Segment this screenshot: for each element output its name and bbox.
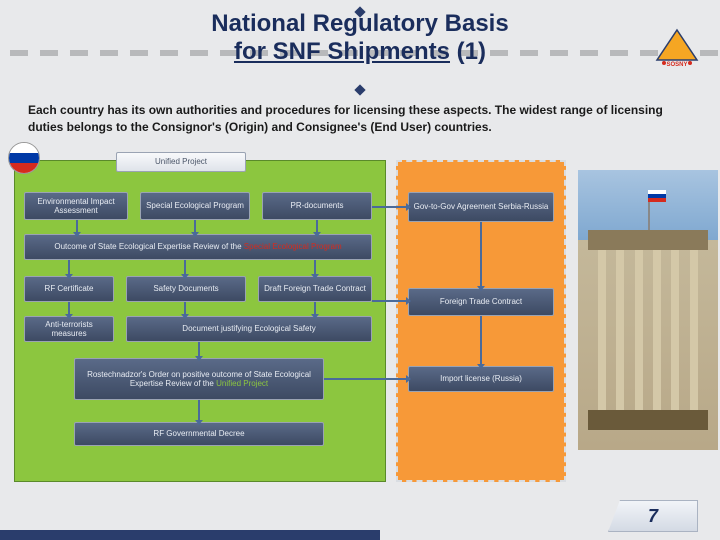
node-rf-decree: RF Governmental Decree — [74, 422, 324, 446]
arrow-6 — [68, 302, 70, 314]
subtitle-text: Each country has its own authorities and… — [28, 102, 692, 136]
svg-text:SOSNY: SOSNY — [666, 62, 687, 68]
diamond-bottom — [354, 84, 365, 95]
arrow-13 — [480, 222, 482, 286]
node-sep: Special Ecological Program — [140, 192, 250, 220]
russia-flag-icon — [8, 142, 40, 174]
sosny-logo: SOSNY — [652, 28, 702, 68]
title-line2: for SNF Shipments (1) — [0, 38, 720, 66]
arrow-4 — [184, 260, 186, 274]
arrow-10 — [198, 400, 200, 420]
node-rostechnadzor: Rostechnadzor's Order on positive outcom… — [74, 358, 324, 400]
arrow-12 — [372, 300, 406, 302]
node-eia: Environmental Impact Assessment — [24, 192, 128, 220]
arrow-5 — [314, 260, 316, 274]
node-doc-eco-safety: Document justifying Ecological Safety — [126, 316, 372, 342]
node-import-license: Import license (Russia) — [408, 366, 554, 392]
slide-header: National Regulatory Basis for SNF Shipme… — [0, 10, 720, 66]
node-rf-certificate: RF Certificate — [24, 276, 114, 302]
node-draft-ftc: Draft Foreign Trade Contract — [258, 276, 372, 302]
arrow-11 — [372, 206, 406, 208]
flow-diagram: Unified Project Environmental Impact Asse… — [14, 148, 570, 488]
node-safety-documents: Safety Documents — [126, 276, 246, 302]
arrow-0 — [76, 220, 78, 232]
arrow-7 — [184, 302, 186, 314]
node-gov-to-gov: Gov-to-Gov Agreement Serbia-Russia — [408, 192, 554, 222]
node-pr-documents: PR-documents — [262, 192, 372, 220]
bottom-bar — [0, 530, 380, 540]
arrow-3 — [68, 260, 70, 274]
arrow-15 — [324, 378, 406, 380]
arrow-2 — [316, 220, 318, 232]
title-line1: National Regulatory Basis — [0, 10, 720, 38]
building-photo — [578, 170, 718, 450]
node-anti-terrorist: Anti-terrorists measures — [24, 316, 114, 342]
arrow-14 — [480, 316, 482, 364]
node-unified-project: Unified Project — [116, 152, 246, 172]
node-outcome-sep: Outcome of State Ecological Expertise Re… — [24, 234, 372, 260]
arrow-9 — [198, 342, 200, 356]
page-number: 7 — [608, 500, 698, 532]
node-foreign-trade-contract: Foreign Trade Contract — [408, 288, 554, 316]
arrow-1 — [194, 220, 196, 232]
arrow-8 — [314, 302, 316, 314]
